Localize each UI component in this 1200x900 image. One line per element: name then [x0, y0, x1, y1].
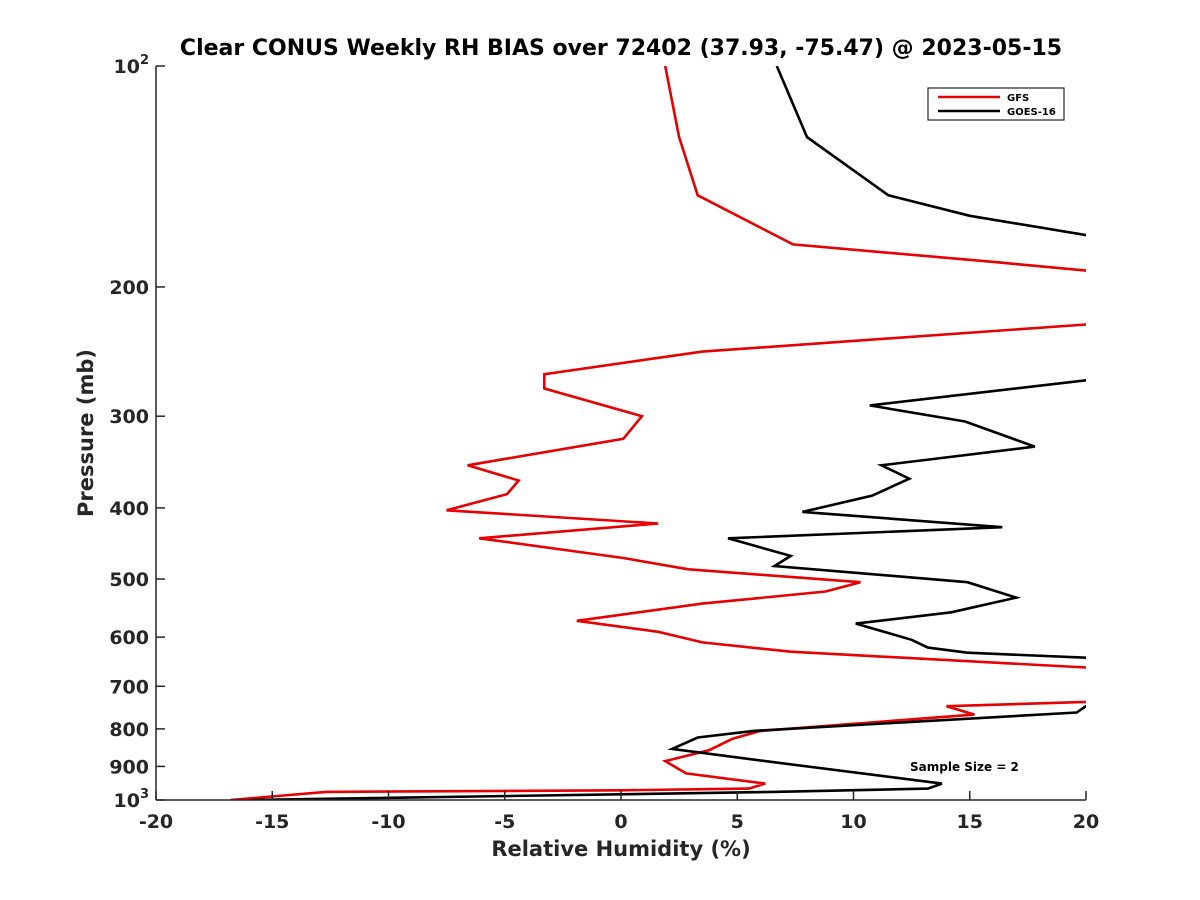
y-tick-label: 900 [109, 756, 149, 778]
y-tick-label: 800 [109, 719, 149, 741]
y-tick-label: 200 [109, 277, 149, 299]
axes-layer [155, 66, 1086, 801]
y-tick-label: 103 [114, 787, 150, 812]
x-tick-label: -15 [255, 811, 289, 833]
legend-box [927, 87, 1065, 121]
legend-label-goes16: GOES-16 [1007, 107, 1056, 118]
x-tick-label: 10 [840, 811, 866, 833]
y-tick-label: 300 [109, 406, 149, 428]
y-axis-label: Pressure (mb) [74, 349, 98, 517]
y-tick-label: 400 [109, 498, 149, 520]
series-layer [230, 66, 1086, 800]
x-axis-label: Relative Humidity (%) [491, 837, 750, 861]
y-tick-label: 600 [109, 627, 149, 649]
y-tick-label: 700 [109, 676, 149, 698]
legend: GFS GOES-16 [927, 87, 1065, 121]
y-ticks: 102 200 300 400 500 600 700 800 900 103 [109, 53, 165, 812]
sample-size-annotation: Sample Size = 2 [910, 760, 1019, 774]
series-line-gfs [230, 66, 1086, 800]
x-tick-label: 5 [731, 811, 744, 833]
x-tick-label: 20 [1073, 811, 1099, 833]
series-line-goes-16 [251, 66, 1086, 800]
y-tick-label: 500 [109, 569, 149, 591]
x-tick-label: 15 [957, 811, 983, 833]
x-tick-label: 0 [614, 811, 627, 833]
legend-label-gfs: GFS [1007, 93, 1029, 104]
x-tick-label: -5 [494, 811, 515, 833]
chart-title: Clear CONUS Weekly RH BIAS over 72402 (3… [180, 36, 1062, 61]
x-ticks: -20 -15 -10 -5 0 5 10 15 20 [139, 791, 1099, 833]
y-tick-label: 102 [114, 53, 150, 78]
x-tick-label: -20 [139, 811, 173, 833]
x-tick-label: -10 [371, 811, 405, 833]
